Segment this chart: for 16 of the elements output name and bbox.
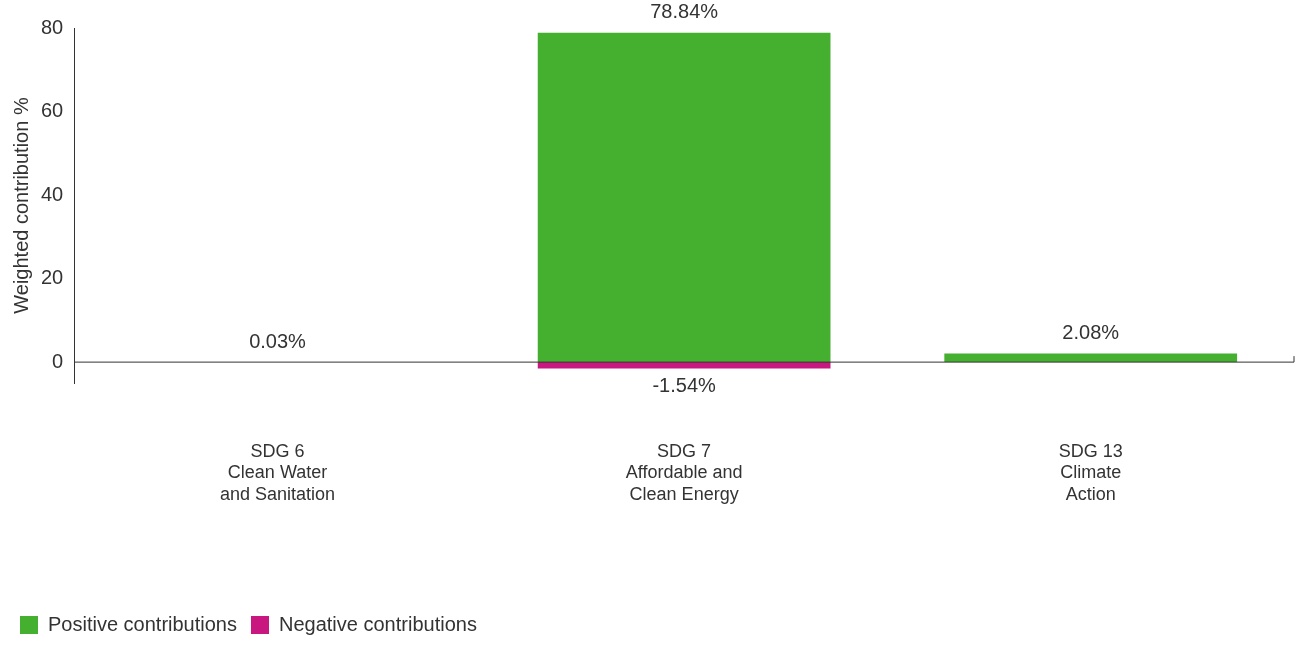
y-tick-label: 60 (41, 99, 64, 122)
x-tick-label: SDG 6 Clean Water and Sanitation (219, 440, 336, 504)
y-tick-label: 20 (41, 266, 64, 289)
y-tick-label: 80 (41, 15, 64, 38)
legend-label: Positive contributions (48, 612, 237, 635)
data-label: 2.08% (1062, 320, 1120, 343)
y-tick-label: 40 (41, 182, 64, 205)
bar (537, 32, 831, 363)
x-tick-label: SDG 13 Climate Action (1058, 440, 1123, 504)
data-label: 0.03% (249, 329, 307, 352)
data-label: -1.54% (652, 374, 717, 397)
data-label: 78.84% (650, 0, 719, 23)
x-tick-label: SDG 7 Affordable and Clean Energy (625, 440, 743, 504)
y-tick-label: 0 (52, 349, 64, 372)
legend-label: Negative contributions (278, 612, 477, 635)
y-axis-title: Weighted contribution % (9, 97, 32, 314)
